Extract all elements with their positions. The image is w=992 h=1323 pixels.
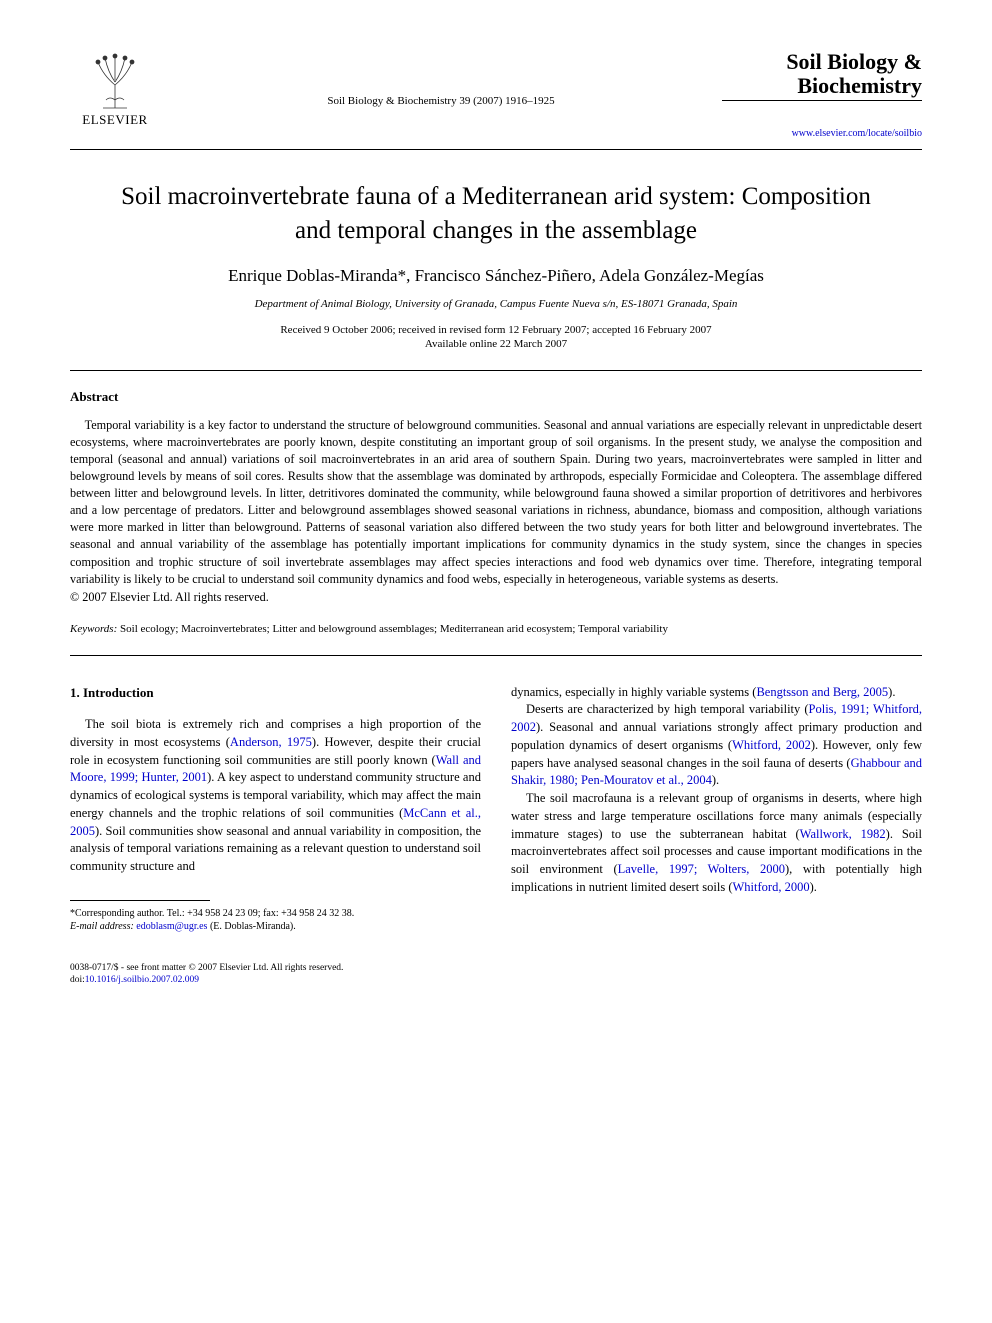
citation-link[interactable]: Bengtsson and Berg, 2005 (756, 685, 888, 699)
doi-line: doi:10.1016/j.soilbio.2007.02.009 (70, 974, 343, 986)
article-affiliation: Department of Animal Biology, University… (70, 298, 922, 310)
journal-name-line2: Biochemistry (722, 74, 922, 98)
intro-paragraph-2: Deserts are characterized by high tempor… (511, 701, 922, 790)
keywords-label: Keywords: (70, 623, 117, 635)
journal-divider (722, 100, 922, 101)
article-body-columns: 1. Introduction The soil biota is extrem… (70, 684, 922, 934)
elsevier-tree-icon (88, 50, 143, 110)
journal-name-line1: Soil Biology & (722, 50, 922, 74)
publisher-block: ELSEVIER (70, 50, 160, 128)
intro-paragraph-3: The soil macrofauna is a relevant group … (511, 790, 922, 897)
abstract-bottom-rule (70, 655, 922, 656)
abstract-top-rule (70, 370, 922, 371)
footnote-email-line: E-mail address: edoblasm@ugr.es (E. Dobl… (70, 920, 481, 934)
article-available-online: Available online 22 March 2007 (70, 338, 922, 350)
citation-link[interactable]: Whitford, 2000 (733, 880, 810, 894)
header-rule (70, 149, 922, 150)
corresponding-author-footnote: *Corresponding author. Tel.: +34 958 24 … (70, 907, 481, 934)
keywords-list: Soil ecology; Macroinvertebrates; Litter… (117, 623, 668, 635)
email-label: E-mail address: (70, 921, 134, 932)
citation-link[interactable]: Lavelle, 1997; Wolters, 2000 (618, 862, 785, 876)
footnote-divider (70, 900, 210, 901)
article-dates: Received 9 October 2006; received in rev… (70, 324, 922, 336)
journal-url[interactable]: www.elsevier.com/locate/soilbio (722, 128, 922, 139)
article-authors: Enrique Doblas-Miranda*, Francisco Sánch… (70, 266, 922, 286)
publisher-name: ELSEVIER (82, 112, 147, 128)
doi-link[interactable]: 10.1016/j.soilbio.2007.02.009 (85, 975, 199, 985)
citation-link[interactable]: Whitford, 2002 (732, 738, 811, 752)
journal-reference: Soil Biology & Biochemistry 39 (2007) 19… (160, 50, 722, 107)
intro-paragraph-1-cont: dynamics, especially in highly variable … (511, 684, 922, 702)
left-column: 1. Introduction The soil biota is extrem… (70, 684, 481, 934)
abstract-heading: Abstract (70, 389, 922, 405)
corresponding-email[interactable]: edoblasm@ugr.es (134, 921, 208, 932)
right-column: dynamics, especially in highly variable … (511, 684, 922, 934)
article-title: Soil macroinvertebrate fauna of a Medite… (100, 180, 892, 248)
citation-link[interactable]: Wallwork, 1982 (800, 827, 886, 841)
abstract-copyright: © 2007 Elsevier Ltd. All rights reserved… (70, 590, 922, 605)
journal-block: Soil Biology & Biochemistry www.elsevier… (722, 50, 922, 139)
citation-link[interactable]: Anderson, 1975 (230, 735, 312, 749)
page-footer: 0038-0717/$ - see front matter © 2007 El… (70, 962, 922, 987)
email-name: (E. Doblas-Miranda). (207, 921, 295, 932)
paper-header: ELSEVIER Soil Biology & Biochemistry 39 … (70, 50, 922, 139)
footnote-tel-fax: *Corresponding author. Tel.: +34 958 24 … (70, 907, 481, 921)
intro-paragraph-1: The soil biota is extremely rich and com… (70, 716, 481, 876)
abstract-body: Temporal variability is a key factor to … (70, 417, 922, 588)
keywords: Keywords: Soil ecology; Macroinvertebrat… (70, 623, 922, 635)
section-heading-introduction: 1. Introduction (70, 684, 481, 702)
footer-left: 0038-0717/$ - see front matter © 2007 El… (70, 962, 343, 987)
front-matter-line: 0038-0717/$ - see front matter © 2007 El… (70, 962, 343, 974)
